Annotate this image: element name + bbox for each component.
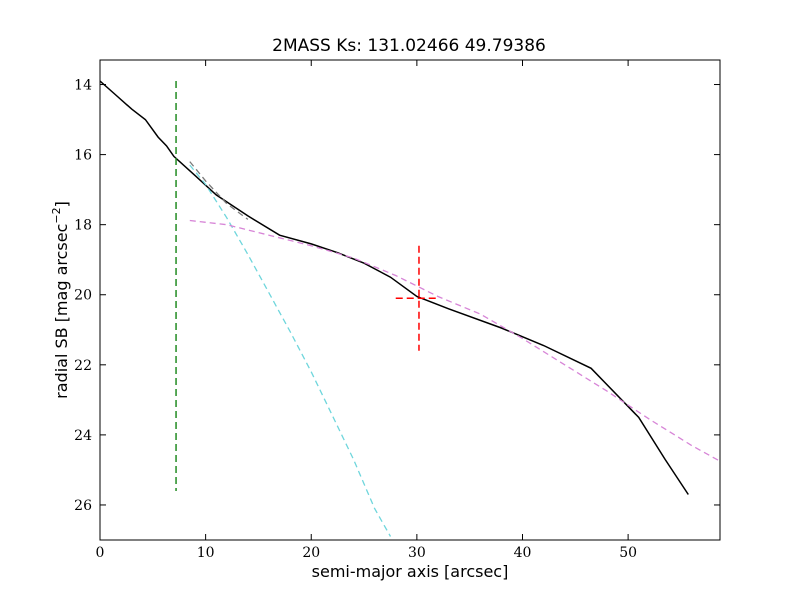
y-tick-label: 22 xyxy=(74,358,92,374)
y-tick-label: 16 xyxy=(74,148,92,164)
x-tick-label: 10 xyxy=(197,545,215,561)
profile-line xyxy=(100,80,689,495)
disk-model-line xyxy=(189,219,720,462)
plot-frame xyxy=(99,59,721,541)
y-axis-label-exponent: −2 xyxy=(50,207,63,223)
y-tick-label: 26 xyxy=(74,498,92,514)
y-axis-label-main: radial SB [mag arcsec xyxy=(52,224,71,399)
inner-fit-line xyxy=(189,161,249,220)
y-tick-label: 18 xyxy=(74,218,92,234)
x-tick-label: 0 xyxy=(96,545,105,561)
bulge-model-line xyxy=(189,164,392,537)
x-tick-label: 40 xyxy=(514,545,532,561)
x-tick-label: 50 xyxy=(619,545,637,561)
x-tick-label: 20 xyxy=(302,545,320,561)
y-tick-label: 14 xyxy=(74,78,92,94)
x-tick-label: 30 xyxy=(408,545,426,561)
chart-title: 2MASS Ks: 131.02466 49.79386 xyxy=(272,36,546,56)
annotation-layer xyxy=(175,81,438,491)
y-axis-label-close: ] xyxy=(52,201,71,207)
x-axis-ticks: 0 10 20 30 40 50 xyxy=(96,60,637,561)
x-axis-label: semi-major axis [arcsec] xyxy=(312,562,509,581)
y-axis-ticks: 14 16 18 20 22 24 26 xyxy=(74,78,720,514)
series-layer xyxy=(100,80,720,537)
y-tick-label: 24 xyxy=(74,428,92,444)
y-tick-label: 20 xyxy=(74,288,92,304)
y-axis-label: radial SB [mag arcsec−2] xyxy=(50,201,71,399)
